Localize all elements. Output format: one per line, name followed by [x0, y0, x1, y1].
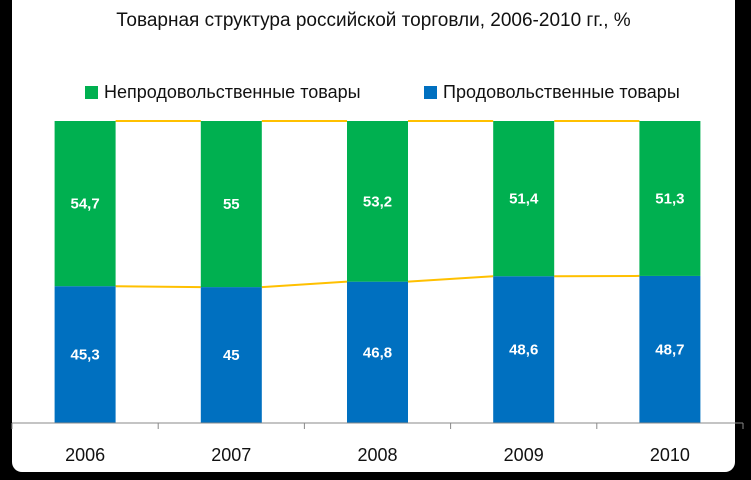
x-tick-label-2009: 2009 — [504, 445, 544, 465]
bar-food-2007 — [200, 287, 262, 423]
series-line-food — [115, 285, 201, 289]
data-label-food-2007: 45 — [223, 347, 240, 364]
legend-label-food: Продовольственные товары — [443, 82, 680, 102]
bar-food-2009 — [493, 276, 555, 423]
series-line-food — [261, 280, 348, 289]
x-tick-label-2008: 2008 — [357, 445, 397, 465]
data-label-food-2009: 48,6 — [509, 342, 538, 359]
series-line-food — [407, 275, 494, 283]
bar-non-food-2010 — [639, 121, 701, 276]
x-tick-label-2006: 2006 — [65, 445, 105, 465]
chart-title: Товарная структура российской торговли, … — [116, 10, 631, 31]
data-label-non-food-2006: 54,7 — [70, 196, 99, 213]
legend-swatch-food — [424, 86, 437, 99]
bar-food-2006 — [54, 286, 116, 423]
x-tick-label-2007: 2007 — [211, 445, 251, 465]
legend-label-non-food: Непродовольственные товары — [104, 82, 361, 102]
bar-non-food-2007 — [200, 121, 262, 288]
bar-non-food-2008 — [347, 121, 408, 282]
bar-non-food-2006 — [54, 121, 116, 287]
legend-item-non-food: Непродовольственные товары — [85, 82, 361, 103]
data-label-non-food-2009: 51,4 — [509, 191, 539, 208]
legend-swatch-non-food — [85, 86, 98, 99]
data-label-food-2008: 46,8 — [363, 344, 392, 361]
bar-food-2008 — [347, 281, 408, 423]
legend-item-food: Продовольственные товары — [424, 82, 680, 103]
bar-non-food-2009 — [493, 121, 555, 277]
x-tick-label-2010: 2010 — [650, 445, 690, 465]
data-label-non-food-2008: 53,2 — [363, 193, 392, 210]
data-label-non-food-2010: 51,3 — [655, 190, 684, 207]
data-label-non-food-2007: 55 — [223, 196, 240, 213]
data-label-food-2010: 48,7 — [655, 341, 684, 358]
bar-food-2010 — [639, 275, 701, 423]
legend: Непродовольственные товары Продовольстве… — [0, 82, 751, 106]
data-label-food-2006: 45,3 — [70, 347, 99, 364]
